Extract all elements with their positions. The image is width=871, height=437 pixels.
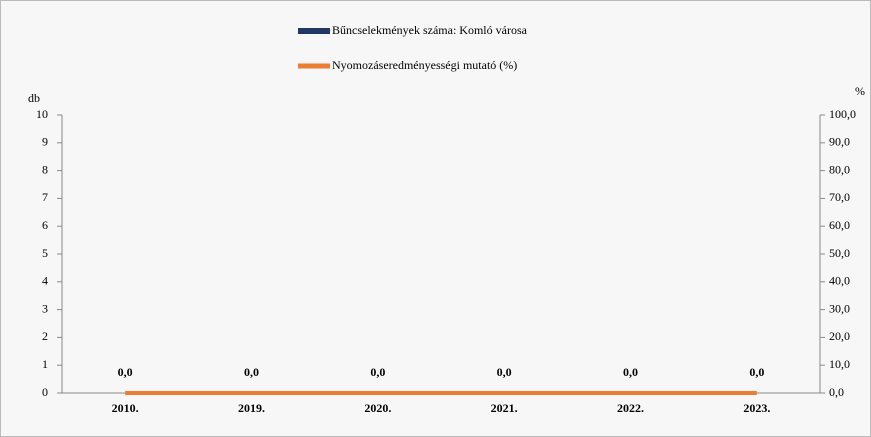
y2-tick-label: 40,0 [829,274,850,288]
y2-tick-label: 30,0 [829,301,850,315]
y-tick-label: 0 [42,385,48,399]
y2-tick-label: 70,0 [829,190,850,204]
y2-axis-title: % [855,84,865,98]
y-tick-label: 10 [36,107,48,121]
y-tick-label: 1 [42,357,48,371]
y-tick-label: 9 [42,135,48,149]
x-tick-label: 2010. [112,401,139,415]
y2-tick-label: 0,0 [829,385,844,399]
y-tick-label: 6 [42,218,48,232]
y-tick-label: 2 [42,329,48,343]
x-tick-label: 2023. [743,401,770,415]
legend-label: Bűncselekmények száma: Komló városa [332,23,528,37]
y-tick-label: 8 [42,162,48,176]
y2-tick-label: 100,0 [829,107,856,121]
bar-value-label: 0,0 [497,365,512,379]
y2-tick-label: 90,0 [829,135,850,149]
bar-value-label: 0,0 [623,365,638,379]
x-tick-label: 2019. [238,401,265,415]
y2-tick-label: 10,0 [829,357,850,371]
bar-value-label: 0,0 [749,365,764,379]
y-tick-label: 7 [42,190,48,204]
bar-value-label: 0,0 [370,365,385,379]
bar-value-label: 0,0 [244,365,259,379]
legend-swatch [298,28,330,34]
x-tick-label: 2020. [364,401,391,415]
y-tick-label: 5 [42,246,48,260]
bar-value-label: 0,0 [118,365,133,379]
legend-label: Nyomozáseredményességi mutató (%) [332,58,517,72]
y2-tick-label: 80,0 [829,162,850,176]
y-tick-label: 3 [42,301,48,315]
x-tick-label: 2021. [491,401,518,415]
y2-tick-label: 60,0 [829,218,850,232]
y-tick-label: 4 [42,274,48,288]
y2-tick-label: 20,0 [829,329,850,343]
x-tick-label: 2022. [617,401,644,415]
y2-tick-label: 50,0 [829,246,850,260]
y-axis-title: db [28,91,40,105]
